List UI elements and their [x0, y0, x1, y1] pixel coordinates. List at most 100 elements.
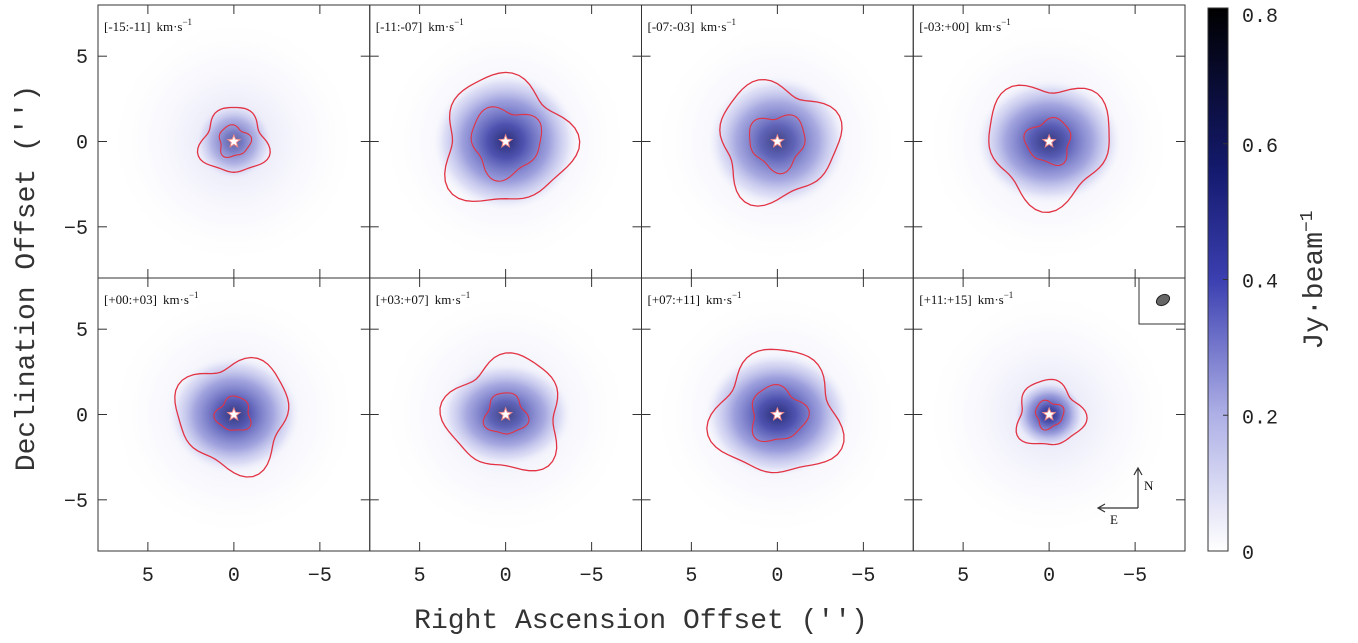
beam-box: [1138, 278, 1185, 325]
x-tick-label: 0: [771, 565, 783, 588]
channel-range: [-15:-11]: [104, 19, 150, 34]
y-tick-label: −5: [64, 218, 88, 241]
colorbar-tick-label: 0.4: [1242, 272, 1278, 295]
panel: 5 0 −5 [+03:+07] km·s−1: [369, 277, 642, 588]
panel: 5 0 −5 [+11:+15] km·s−1 N E: [912, 277, 1186, 588]
star: [1041, 133, 1057, 148]
channel-range: [-11:-07]: [376, 19, 422, 34]
x-tick-label: 5: [414, 565, 426, 588]
channel-unit-exp: −1: [189, 290, 199, 300]
x-tick-label: 5: [957, 565, 969, 588]
channel-unit-exp: −1: [732, 290, 742, 300]
colorbar-tick-label: 0: [1242, 543, 1254, 566]
x-tick-label: 5: [685, 565, 697, 588]
panel: [-03:+00] km·s−1: [912, 4, 1186, 279]
channel-map: [113, 22, 355, 261]
channel-label: [+11:+15] km·s−1: [919, 290, 1013, 307]
contour: [196, 106, 271, 173]
channel-unit: km·s: [978, 292, 1004, 307]
star: [226, 406, 242, 421]
colorbar-label: Jy·beam−1: [1298, 210, 1331, 349]
contour: [988, 84, 1110, 213]
channel-label: [-15:-11] km·s−1: [104, 17, 192, 34]
colorbar-tick-label: 0.6: [1242, 136, 1278, 159]
channel-label: [-03:+00] km·s−1: [919, 17, 1011, 34]
star: [769, 133, 785, 148]
channel-label: [+07:+11] km·s−1: [648, 290, 742, 307]
colorbar-tick-label: 0.8: [1242, 6, 1278, 29]
contour: [1015, 378, 1088, 446]
star: [498, 133, 514, 148]
x-tick-label: −5: [308, 565, 332, 588]
channel-unit-exp: −1: [454, 17, 464, 27]
panel: −5 0 5 [-15:-11] km·s−1: [64, 4, 371, 279]
contour: [470, 106, 543, 182]
channel-range: [+07:+11]: [648, 292, 700, 307]
beam: [1155, 293, 1171, 307]
y-tick-label: 0: [76, 406, 88, 429]
channel-range: [-07:-03]: [648, 19, 695, 34]
star: [498, 406, 514, 421]
contour: [439, 352, 559, 472]
panel: 5 0 −5 [+07:+11] km·s−1: [641, 277, 914, 588]
y-tick-label: 5: [76, 320, 88, 343]
channel-unit: km·s: [156, 19, 182, 34]
y-axis-label: Declination Offset (''): [12, 85, 43, 471]
channel-unit: km·s: [428, 19, 454, 34]
x-tick-label: 0: [228, 565, 240, 588]
panel: [-07:-03] km·s−1: [641, 4, 914, 279]
channel-map: [928, 22, 1170, 261]
channel-unit-exp: −1: [461, 290, 471, 300]
contour: [213, 395, 252, 431]
contour: [749, 114, 806, 175]
channel-unit-exp: −1: [1001, 17, 1011, 27]
x-tick-label: 0: [500, 565, 512, 588]
channel-unit: km·s: [435, 292, 461, 307]
x-tick-label: 5: [142, 565, 154, 588]
channel-unit-exp: −1: [1004, 290, 1014, 300]
channel-map: [385, 22, 627, 261]
star: [769, 406, 785, 421]
star: [226, 133, 242, 148]
channel-label: [-07:-03] km·s−1: [648, 17, 737, 34]
y-tick-label: −5: [64, 491, 88, 514]
contour: [218, 124, 253, 159]
contour: [706, 348, 845, 474]
channel-range: [+11:+15]: [919, 292, 971, 307]
x-tick-label: −5: [851, 565, 875, 588]
x-tick-label: −5: [580, 565, 604, 588]
channel-map: [385, 295, 627, 534]
x-tick-label: −5: [1123, 565, 1147, 588]
channel-unit-exp: −1: [726, 17, 736, 27]
contour: [1023, 116, 1072, 167]
y-tick-label: 5: [76, 47, 88, 70]
colorbar-unit-exp: −1: [1298, 210, 1318, 232]
star: [1041, 406, 1057, 421]
compass-north: N: [1144, 478, 1154, 493]
channel-unit-exp: −1: [182, 17, 192, 27]
channel-map: [656, 295, 898, 534]
x-tick-label: 0: [1043, 565, 1055, 588]
channel-unit: km·s: [706, 292, 732, 307]
contour: [1034, 399, 1065, 431]
channel-range: [-03:+00]: [919, 19, 969, 34]
channel-map: [656, 22, 898, 261]
channel-unit: km·s: [700, 19, 726, 34]
colorbar-tick-label: 0.2: [1242, 407, 1278, 430]
contour: [482, 392, 530, 435]
contour: [444, 71, 581, 203]
channel-range: [+00:+03]: [104, 292, 157, 307]
compass: [1096, 466, 1143, 513]
channel-unit: km·s: [975, 19, 1001, 34]
channel-map: [928, 295, 1170, 534]
colorbar-unit: Jy·beam: [1300, 232, 1331, 350]
panel: [-11:-07] km·s−1: [369, 4, 642, 279]
channel-map: [113, 295, 355, 534]
channel-range: [+03:+07]: [376, 292, 429, 307]
channel-label: [+00:+03] km·s−1: [104, 290, 199, 307]
compass-east: E: [1110, 512, 1118, 527]
contour: [719, 78, 843, 207]
contour: [751, 384, 810, 443]
panel: 5 0 −5 −5 0 5 [+00:+03] km·s−1: [64, 277, 371, 588]
